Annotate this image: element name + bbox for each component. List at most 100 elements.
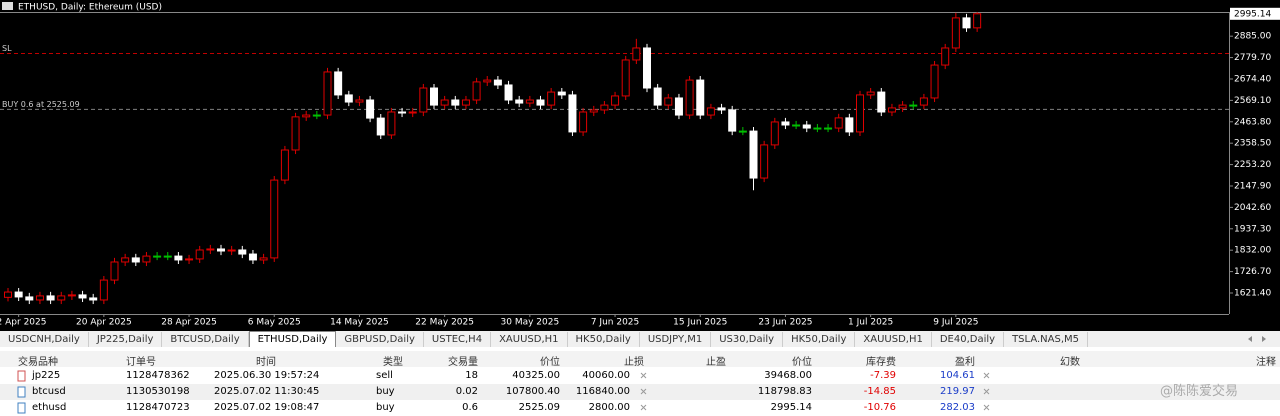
candle-body: [398, 111, 407, 114]
order-icon: [17, 402, 26, 414]
cell-current: 118798.83: [757, 386, 812, 397]
column-header: 注释: [1256, 357, 1276, 368]
candle-body: [25, 296, 34, 301]
candle-body: [941, 47, 950, 66]
tab[interactable]: TSLA.NAS,M5: [1004, 332, 1089, 347]
candle-body: [408, 111, 417, 114]
candle-body: [579, 111, 588, 133]
candle-body: [99, 279, 108, 301]
candle-body: [472, 81, 481, 101]
x-tick-label: 15 Jun 2025: [673, 318, 727, 328]
y-tick-label: 2885.00: [1234, 32, 1271, 42]
level-label: BUY 0.6 at 2525.09: [2, 100, 80, 109]
cell-sl: 116840.00: [575, 386, 630, 397]
candle-body: [376, 117, 385, 136]
candle-body: [589, 109, 598, 113]
candle-body: [195, 249, 204, 260]
candle-body: [366, 99, 375, 119]
candle-body: [600, 104, 609, 111]
close-icon[interactable]: [983, 404, 991, 412]
close-icon[interactable]: [640, 404, 648, 412]
candle-body: [951, 17, 960, 49]
tab[interactable]: XAUUSD,H1: [855, 332, 932, 347]
candle-body: [387, 111, 396, 136]
column-header: 类型: [383, 357, 403, 368]
column-header: 价位: [540, 357, 560, 368]
cell-order: 1128478362: [126, 370, 190, 381]
column-header: 订单号: [126, 357, 156, 368]
cell-symbol: btcusd: [32, 386, 66, 397]
order-icon: [17, 370, 26, 382]
cell-price: 2525.09: [518, 402, 560, 413]
candle-body: [813, 127, 822, 130]
tab[interactable]: GBPUSD,Daily: [336, 332, 424, 347]
cell-type: buy: [376, 386, 395, 397]
x-tick-label: 28 Apr 2025: [161, 318, 217, 328]
y-tick-label: 1726.70: [1234, 267, 1271, 277]
close-icon[interactable]: [983, 372, 991, 380]
cell-sl: 2800.00: [588, 402, 630, 413]
x-tick-label: 6 May 2025: [248, 318, 301, 328]
tab[interactable]: ETHUSD,Daily: [248, 331, 337, 347]
column-header: 幻数: [1060, 357, 1080, 368]
table-row[interactable]: btcusd 1130530198 2025.07.02 11:30:45 buy 0.…: [0, 384, 1280, 400]
cell-current: 2995.14: [770, 402, 812, 413]
candle-body: [419, 87, 428, 113]
candle-body: [185, 258, 194, 261]
candle-body: [749, 130, 758, 179]
x-tick-label: 1 Jul 2025: [848, 318, 893, 328]
tab-arrows[interactable]: [1238, 332, 1278, 346]
cell-profit: 219.97: [940, 386, 975, 397]
candle-body: [547, 91, 556, 106]
candle-body: [866, 91, 875, 96]
candle-body: [685, 79, 694, 116]
tab[interactable]: BTCUSD,Daily: [162, 332, 249, 347]
cell-volume: 0.6: [462, 402, 478, 413]
tab[interactable]: USDJPY,M1: [640, 332, 712, 347]
tab[interactable]: US30,Daily: [711, 332, 784, 347]
tab[interactable]: USDCNH,Daily: [0, 332, 89, 347]
cell-symbol: jp225: [32, 370, 61, 381]
price-tag: [1230, 7, 1280, 20]
candle-body: [973, 13, 982, 29]
tab[interactable]: XAUUSD,H1: [491, 332, 568, 347]
candle-body: [824, 127, 833, 130]
candle-body: [227, 249, 236, 252]
x-tick-label: 22 May 2025: [415, 318, 474, 328]
candle-body: [291, 116, 300, 151]
candle-body: [440, 99, 449, 106]
cell-time: 2025.07.02 19:08:47: [214, 402, 320, 413]
close-icon[interactable]: [640, 372, 648, 380]
tab[interactable]: USTEC,H4: [424, 332, 492, 347]
candle-body: [856, 94, 864, 133]
level-label: SL: [2, 44, 12, 53]
y-tick-label: 2674.40: [1234, 74, 1271, 84]
y-tick-label: 2569.10: [1234, 96, 1271, 106]
cell-profit: 282.03: [940, 402, 975, 413]
candle-body: [525, 99, 534, 104]
tab[interactable]: JP225,Daily: [89, 332, 163, 347]
tab[interactable]: HK50,Daily: [783, 332, 856, 347]
tab[interactable]: HK50,Daily: [568, 332, 640, 347]
cell-profit: 104.61: [940, 370, 975, 381]
x-tick-label: 12 Apr 2025: [0, 318, 46, 328]
table-row[interactable]: jp225 1128478362 2025.06.30 19:57:24 sell 18…: [0, 368, 1280, 384]
table-row[interactable]: ethusd 1128470723 2025.07.02 19:08:47 buy 0.…: [0, 400, 1280, 416]
candle-body: [483, 79, 492, 83]
tab[interactable]: DE40,Daily: [932, 332, 1005, 347]
watermark: @陈陈爱交易: [1160, 384, 1239, 399]
cell-time: 2025.06.30 19:57:24: [214, 370, 320, 381]
candle-body: [238, 249, 247, 255]
close-icon[interactable]: [983, 388, 991, 396]
cell-current: 39468.00: [764, 370, 812, 381]
candle-body: [898, 104, 907, 109]
tab-bar: USDCNH,Daily JP225,Daily BTCUSD,Daily ETHUS…: [0, 331, 1280, 347]
candle-body: [270, 179, 279, 259]
candle-body: [930, 64, 939, 99]
close-icon[interactable]: [640, 388, 648, 396]
candle-body: [302, 114, 311, 118]
candle-body: [461, 99, 470, 106]
candle-body: [14, 291, 23, 298]
candle-body: [131, 257, 140, 263]
